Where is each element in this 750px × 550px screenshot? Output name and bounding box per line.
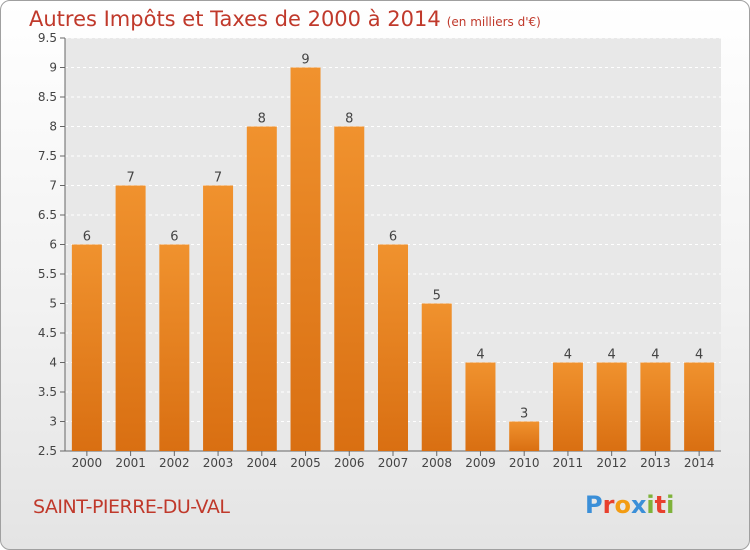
bar-value-label: 3 — [520, 407, 528, 422]
bar — [421, 303, 452, 451]
commune-name: SAINT-PIERRE-DU-VAL — [33, 496, 230, 518]
bar — [378, 244, 408, 451]
bar — [246, 126, 277, 451]
x-tick-label: 2005 — [290, 456, 321, 470]
y-tick-label: 5.5 — [38, 267, 57, 281]
x-tick-label: 2010 — [509, 456, 540, 470]
y-tick-label: 8.5 — [38, 90, 57, 104]
bar — [465, 362, 496, 451]
bar-value-label: 6 — [389, 230, 397, 245]
x-tick-label: 2007 — [378, 456, 409, 470]
bar — [596, 362, 627, 451]
y-tick-label: 9 — [49, 61, 57, 75]
chart-title-block: Autres Impôts et Taxes de 2000 à 2014 (en… — [29, 7, 541, 31]
bar — [509, 421, 540, 451]
y-tick-label: 4.5 — [38, 326, 57, 340]
bar-value-label: 4 — [651, 348, 659, 363]
bar — [684, 362, 715, 451]
logo-letter: i — [646, 491, 655, 519]
x-tick-label: 2012 — [596, 456, 627, 470]
y-tick-label: 3.5 — [38, 385, 57, 399]
y-tick-label: 6 — [49, 238, 57, 252]
bar-value-label: 8 — [258, 112, 266, 127]
x-tick-label: 2002 — [159, 456, 190, 470]
bar-value-label: 8 — [345, 112, 353, 127]
chart-title: Autres Impôts et Taxes de 2000 à 2014 — [29, 7, 441, 31]
bar-value-label: 4 — [564, 348, 572, 363]
bar-value-label: 7 — [126, 171, 134, 186]
bar-value-label: 4 — [695, 348, 703, 363]
logo-letter: r — [602, 491, 615, 519]
y-tick-label: 4 — [49, 356, 57, 370]
logo-letter: i — [666, 491, 675, 519]
x-tick-label: 2009 — [465, 456, 496, 470]
x-tick-label: 2006 — [334, 456, 365, 470]
x-tick-label: 2003 — [203, 456, 234, 470]
proxiti-logo: Proxiti — [585, 491, 674, 519]
chart-subtitle: (en milliers d'€) — [446, 15, 541, 29]
y-tick-label: 5 — [49, 297, 57, 311]
logo-letter: x — [630, 491, 647, 519]
y-tick-label: 8 — [49, 120, 57, 134]
logo-letter: t — [654, 491, 667, 519]
bar — [115, 185, 146, 451]
bar-value-label: 5 — [433, 289, 441, 304]
y-tick-label: 7.5 — [38, 149, 57, 163]
bar-value-label: 6 — [83, 230, 91, 245]
bar — [203, 185, 234, 451]
bar — [159, 244, 190, 451]
y-tick-label: 9.5 — [38, 31, 57, 45]
y-tick-label: 7 — [49, 179, 57, 193]
logo-letter: o — [614, 491, 631, 519]
x-tick-label: 2004 — [247, 456, 278, 470]
y-tick-label: 3 — [49, 415, 57, 429]
x-tick-label: 2013 — [640, 456, 671, 470]
bar — [71, 244, 102, 451]
bar-value-label: 6 — [170, 230, 178, 245]
x-tick-label: 2001 — [115, 456, 146, 470]
bar-value-label: 7 — [214, 171, 222, 186]
y-tick-label: 2.5 — [38, 444, 57, 458]
bar-value-label: 9 — [301, 53, 309, 68]
logo-letter: P — [585, 491, 603, 519]
x-tick-label: 2011 — [553, 456, 584, 470]
bar — [334, 126, 365, 451]
bar — [290, 67, 321, 451]
bar — [640, 362, 671, 451]
x-tick-label: 2008 — [421, 456, 452, 470]
x-tick-label: 2000 — [72, 456, 103, 470]
x-tick-label: 2014 — [684, 456, 715, 470]
bar-value-label: 4 — [608, 348, 616, 363]
bar-value-label: 4 — [476, 348, 484, 363]
y-tick-label: 6.5 — [38, 208, 57, 222]
bar — [552, 362, 583, 451]
